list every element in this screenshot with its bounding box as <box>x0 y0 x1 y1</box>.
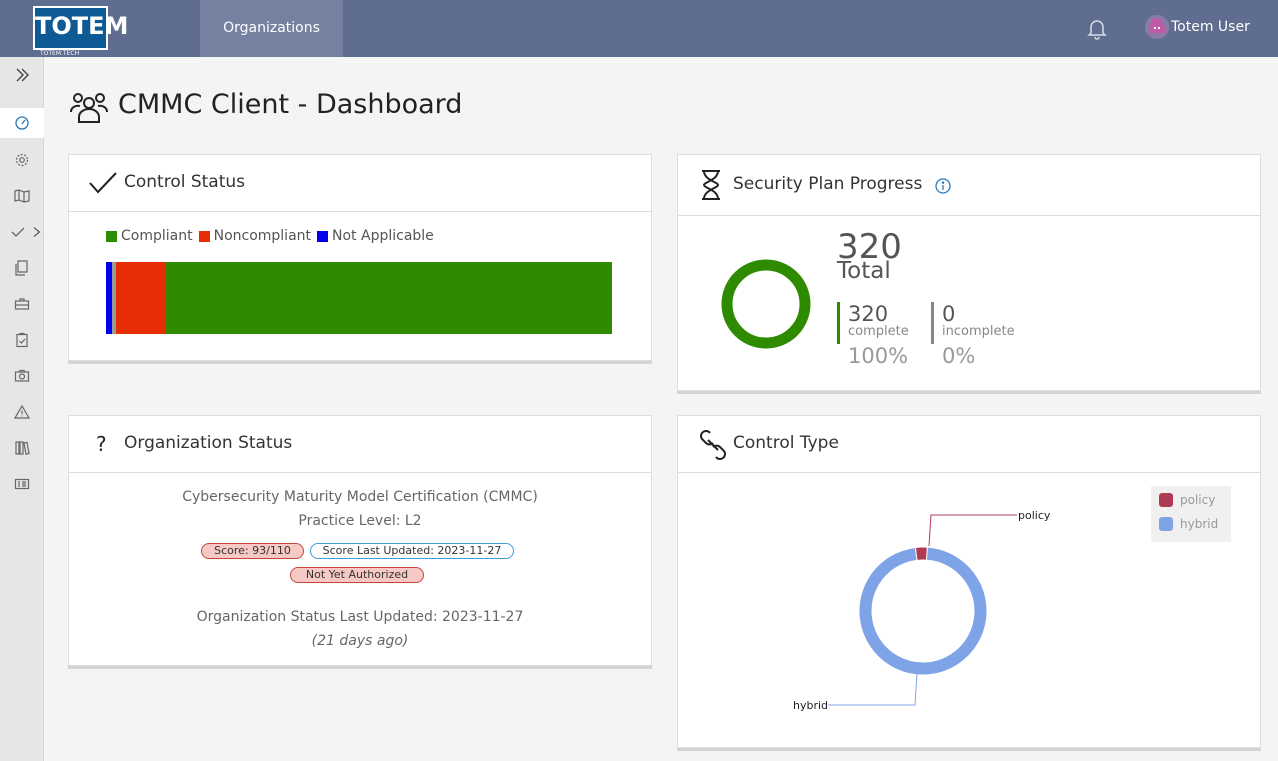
sidebar-item-briefcase[interactable] <box>0 289 44 319</box>
control-type-donut <box>828 514 1017 706</box>
bell-icon[interactable] <box>1085 16 1109 40</box>
control-type-title: Control Type <box>733 433 839 453</box>
security-plan-donut <box>721 259 811 349</box>
organization-status-header: ? Organization Status <box>69 416 651 473</box>
totem-logo[interactable]: TOTEM <box>33 6 129 50</box>
legend-item-policy[interactable]: policy <box>1159 493 1215 507</box>
donut-slice-hybrid[interactable] <box>858 546 988 676</box>
users-group-icon <box>70 93 108 123</box>
bar-segment-not-applicable[interactable] <box>106 262 117 334</box>
legend-swatch-policy <box>1159 493 1173 507</box>
sidebar-expand-button[interactable] <box>0 57 44 93</box>
legend-swatch-compliant <box>106 230 117 242</box>
check-icon <box>11 227 25 237</box>
nav-organizations[interactable]: Organizations <box>200 0 343 57</box>
framework-name: Cybersecurity Maturity Model Certificati… <box>182 489 538 505</box>
organization-status-card: ? Organization Status <box>68 415 652 666</box>
user-name[interactable]: Totem User <box>1171 19 1250 35</box>
warning-icon <box>14 404 30 419</box>
sidebar-item-library[interactable] <box>0 433 44 463</box>
legend-label-not-applicable[interactable]: Not Applicable <box>332 228 434 244</box>
briefcase-icon <box>14 298 30 310</box>
logo-subtext: TOTEM.TECH <box>40 50 80 57</box>
status-days-ago: (21 days ago) <box>311 633 409 649</box>
complete-value: 320 <box>848 302 889 326</box>
top-header: TOTEM TOTEM.TECH Organizations Totem Use… <box>0 0 1278 57</box>
legend-label-noncompliant[interactable]: Noncompliant <box>213 228 312 244</box>
sidebar-item-dashboard[interactable] <box>0 108 44 138</box>
document-icon <box>15 260 28 276</box>
double-chevron-right-icon <box>16 68 29 82</box>
legend-label-policy: policy <box>1180 493 1216 507</box>
sidebar <box>0 57 44 761</box>
legend-item-hybrid[interactable]: hybrid <box>1159 517 1218 531</box>
control-status-title: Control Status <box>124 172 246 192</box>
security-plan-card: Security Plan Progress <box>677 154 1261 391</box>
sidebar-item-documents[interactable] <box>0 253 44 283</box>
incomplete-value: 0 <box>942 302 956 326</box>
legend-label-hybrid: hybrid <box>1180 517 1219 531</box>
page-title: CMMC Client - Dashboard <box>118 89 463 120</box>
complete-ring <box>721 259 811 349</box>
total-label: Total <box>837 258 891 284</box>
sidebar-item-settings[interactable] <box>0 145 44 175</box>
clipboard-check-icon <box>16 332 28 348</box>
security-plan-header: Security Plan Progress <box>678 155 1260 216</box>
incomplete-label: incomplete <box>942 324 1015 339</box>
score-updated-badge: Score Last Updated: 2023-11-27 <box>310 543 514 559</box>
complete-percent: 100% <box>848 344 909 368</box>
authorization-badge: Not Yet Authorized <box>290 567 424 583</box>
control-type-legend: policy hybrid <box>1151 486 1231 542</box>
sidebar-item-controls[interactable] <box>0 217 44 247</box>
bar-segment-noncompliant[interactable] <box>116 262 167 334</box>
score-badge: Score: 93/110 <box>201 543 304 559</box>
legend-swatch-not-applicable <box>317 230 329 242</box>
control-type-header: Control Type <box>678 416 1260 473</box>
organization-status-title: Organization Status <box>124 433 293 453</box>
sidebar-item-evidence[interactable] <box>0 361 44 391</box>
logo-text: TOTEM <box>35 12 129 40</box>
sidebar-item-reports[interactable] <box>0 469 44 499</box>
chain-link-icon <box>700 430 726 460</box>
sidebar-item-risks[interactable] <box>0 397 44 427</box>
question-mark-icon: ? <box>96 432 107 456</box>
leader-line-hybrid <box>828 673 918 706</box>
checkmark-icon <box>89 172 117 194</box>
security-plan-title: Security Plan Progress <box>733 174 923 194</box>
incomplete-bar <box>931 302 934 344</box>
complete-bar <box>837 302 840 344</box>
library-icon <box>15 441 30 455</box>
legend-label-compliant[interactable]: Compliant <box>121 228 193 244</box>
control-status-header: Control Status <box>69 155 651 212</box>
map-icon <box>14 189 30 203</box>
donut-label-policy: policy <box>1018 509 1051 522</box>
bar-segment-compliant[interactable] <box>166 262 612 334</box>
hourglass-icon <box>702 170 720 200</box>
control-status-stacked-bar <box>106 262 612 334</box>
complete-label: complete <box>848 324 909 339</box>
info-icon[interactable] <box>935 178 951 194</box>
practice-level: Practice Level: L2 <box>298 513 422 529</box>
sidebar-item-tasks[interactable] <box>0 325 44 355</box>
status-last-updated: Organization Status Last Updated: 2023-1… <box>196 609 524 625</box>
control-status-legend: Compliant Noncompliant Not Applicable <box>106 228 434 244</box>
leader-line-policy <box>928 514 1017 547</box>
legend-swatch-noncompliant <box>198 230 210 242</box>
dashboard-gauge-icon <box>15 116 29 130</box>
donut-label-hybrid: hybrid <box>793 699 829 712</box>
incomplete-percent: 0% <box>942 344 976 368</box>
total-value: 320 <box>837 227 902 267</box>
id-card-icon <box>14 478 30 490</box>
sidebar-item-map[interactable] <box>0 181 44 211</box>
user-avatar[interactable] <box>1145 15 1169 39</box>
chevron-right-icon <box>33 227 41 237</box>
legend-swatch-hybrid <box>1159 517 1173 531</box>
camera-icon <box>14 369 30 382</box>
gear-icon <box>15 153 29 167</box>
